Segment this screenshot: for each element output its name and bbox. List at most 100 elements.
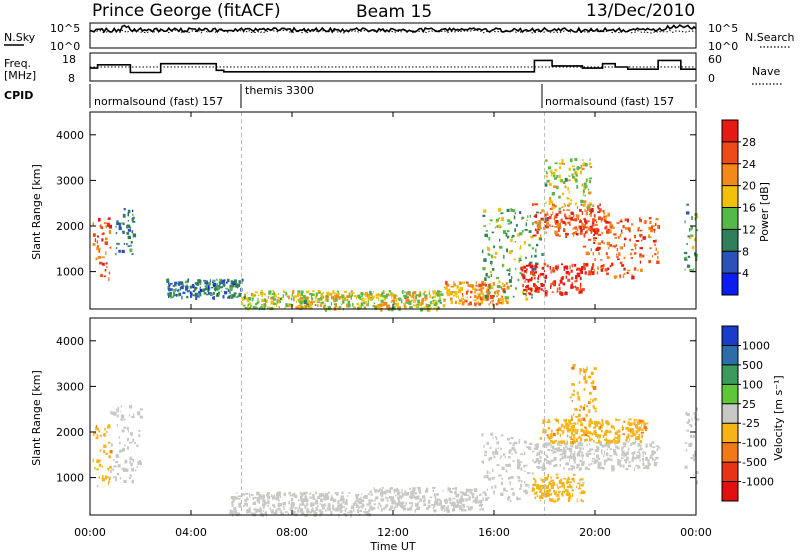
freq-tick-top: 18 <box>62 53 76 66</box>
echo-cell <box>450 286 454 288</box>
echo-cell <box>506 248 508 253</box>
echo-cell <box>351 294 353 297</box>
echo-cell <box>592 252 595 256</box>
echo-cell <box>104 428 106 431</box>
echo-cell <box>534 228 537 232</box>
echo-cell <box>637 269 639 272</box>
echo-cell <box>586 178 589 182</box>
echo-cell <box>322 305 325 309</box>
echo-cell <box>327 306 331 310</box>
echo-cell <box>195 282 199 286</box>
echo-cell <box>641 434 644 437</box>
echo-cell <box>498 207 502 212</box>
echo-cell <box>414 492 418 495</box>
echo-cell <box>608 221 611 224</box>
echo-cell <box>507 497 510 501</box>
echo-cell <box>590 211 593 214</box>
echo-cell <box>229 286 233 291</box>
echo-cell <box>605 453 609 456</box>
echo-cell <box>592 204 595 207</box>
echo-cell <box>653 461 656 466</box>
echo-cell <box>536 444 539 448</box>
echo-cell <box>635 464 638 467</box>
echo-cell <box>265 300 268 303</box>
echo-cell <box>569 224 571 226</box>
echo-cell <box>584 271 587 275</box>
echo-cell <box>439 302 442 304</box>
echo-cell <box>115 454 119 458</box>
echo-cell <box>363 293 367 296</box>
echo-cell <box>604 430 608 433</box>
echo-cell <box>534 254 537 258</box>
echo-cell <box>364 495 367 498</box>
colorbar-tick-label: 100 <box>742 378 763 391</box>
echo-cell <box>503 453 506 456</box>
echo-cell <box>587 204 590 208</box>
echo-cell <box>452 508 455 512</box>
echo-cell <box>539 466 543 469</box>
echo-cell <box>507 219 511 222</box>
echo-cell <box>625 452 627 455</box>
echo-cell <box>369 290 371 294</box>
echo-cell <box>446 293 451 296</box>
echo-cell <box>380 308 383 312</box>
echo-cell <box>397 499 401 504</box>
echo-cell <box>583 387 586 391</box>
echo-cell <box>380 299 384 303</box>
freq-label: Freq. <box>4 57 31 70</box>
echo-cell <box>434 495 437 500</box>
echo-cell <box>348 294 351 298</box>
echo-cell <box>505 490 508 492</box>
echo-cell <box>345 501 348 505</box>
echo-cell <box>324 306 327 311</box>
echo-cell <box>110 411 112 415</box>
echo-cell <box>177 292 180 297</box>
echo-cell <box>129 457 133 461</box>
echo-cell <box>212 284 217 287</box>
echo-cell <box>548 488 551 493</box>
echo-cell <box>309 303 313 307</box>
echo-cell <box>627 428 629 432</box>
echo-cell <box>506 208 510 212</box>
echo-cell <box>420 307 423 312</box>
echo-cell <box>311 507 314 511</box>
echo-cell <box>317 291 321 294</box>
echo-cell <box>604 459 608 462</box>
echo-cell <box>189 291 192 294</box>
echo-cell <box>377 305 380 310</box>
echo-cell <box>545 170 547 174</box>
echo-cell <box>568 272 571 276</box>
echo-cell <box>408 301 412 305</box>
echo-cell <box>561 277 564 280</box>
echo-cell <box>586 366 588 371</box>
echo-cell <box>629 438 631 441</box>
echo-cell <box>391 293 395 297</box>
echo-cell <box>593 239 597 242</box>
echo-cell <box>505 469 508 473</box>
echo-cell <box>427 304 430 308</box>
echo-cell <box>598 437 600 441</box>
colorbar-tick-label: 8 <box>742 245 749 258</box>
echo-cell <box>492 437 494 439</box>
echo-cell <box>279 496 282 498</box>
echo-cell <box>550 483 552 487</box>
echo-cell <box>208 291 210 295</box>
echo-cell <box>123 426 127 429</box>
echo-cell <box>436 502 440 506</box>
echo-cell <box>568 202 572 205</box>
echo-cell <box>376 489 380 493</box>
echo-cell <box>563 450 567 454</box>
echo-cell <box>313 510 316 513</box>
echo-cell <box>410 299 413 302</box>
echo-cell <box>496 285 501 289</box>
echo-cell <box>556 447 560 451</box>
echo-cell <box>594 421 596 424</box>
echo-cell <box>539 488 543 492</box>
echo-cell <box>110 470 112 474</box>
colorbar-swatch <box>722 345 738 366</box>
echo-cell <box>641 424 643 427</box>
echo-cell <box>570 415 573 418</box>
echo-cell <box>169 296 173 299</box>
echo-cell <box>549 197 552 200</box>
echo-cell <box>105 262 108 265</box>
